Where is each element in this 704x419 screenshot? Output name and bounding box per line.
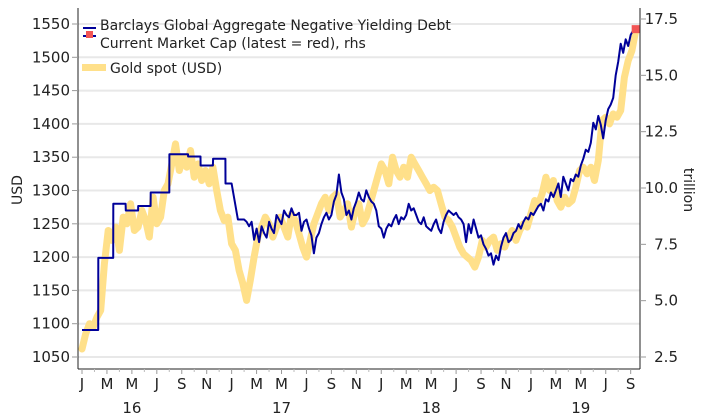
- x-year-label: 16: [122, 399, 141, 417]
- x-axis: J M M J S N J M M J S N J M M J S N J M M J S16 17 18 19: [79, 369, 636, 417]
- y-left-tick-label: 1450: [32, 82, 70, 100]
- y-axis-left: 1050 1100 1150 1200 1250 1300 1350 1400 1450 1500…: [32, 15, 78, 366]
- y-right-tick-label: 17.5: [645, 10, 678, 28]
- debt-line: [82, 29, 635, 331]
- x-tick-label: M: [425, 375, 438, 393]
- x-tick-label: J: [528, 375, 533, 393]
- x-year-label: 19: [571, 399, 590, 417]
- x-tick-label: S: [327, 375, 337, 393]
- x-tick-label: N: [201, 375, 212, 393]
- y-axis-left-title: USD: [10, 175, 26, 205]
- x-tick-label: M: [275, 375, 288, 393]
- y-left-tick-label: 1500: [32, 48, 70, 66]
- y-left-tick-label: 1550: [32, 15, 70, 33]
- x-tick-label: J: [79, 375, 84, 393]
- y-left-tick-label: 1400: [32, 115, 70, 133]
- x-tick-label: J: [154, 375, 159, 393]
- x-tick-label: S: [177, 375, 187, 393]
- x-tick-label: M: [549, 375, 562, 393]
- y-left-tick-label: 1250: [32, 215, 70, 233]
- y-right-tick-label: 10.0: [645, 179, 678, 197]
- legend-gold-swatch: [82, 64, 106, 71]
- x-tick-label: S: [476, 375, 486, 393]
- legend-latest-marker: [86, 31, 93, 38]
- legend-debt-label-line1: Barclays Global Aggregate Negative Yield…: [100, 18, 451, 34]
- y-right-tick-label: 15.0: [645, 66, 678, 84]
- x-tick-label: J: [378, 375, 383, 393]
- y-right-tick-label: 12.5: [645, 123, 678, 141]
- legend-gold-label: Gold spot (USD): [110, 61, 222, 77]
- gold-series: [78, 27, 640, 353]
- x-tick-label: N: [500, 375, 511, 393]
- x-tick-label: J: [603, 375, 608, 393]
- gold-line: [78, 27, 640, 353]
- y-left-tick-label: 1100: [32, 315, 70, 333]
- y-right-tick-label: 5.0: [654, 292, 678, 310]
- x-tick-label: J: [228, 375, 233, 393]
- y-right-tick-label: 2.5: [654, 348, 678, 366]
- debt-series: [82, 25, 640, 331]
- legend-debt-label-line2: Current Market Cap (latest = red), rhs: [100, 36, 366, 52]
- latest-point-marker: [631, 25, 640, 34]
- x-tick-label: M: [400, 375, 413, 393]
- x-tick-label: M: [574, 375, 587, 393]
- y-left-tick-label: 1050: [32, 348, 70, 366]
- y-axis-right: 2.5 5.0 7.5 10.0 12.5 15.0 17.5: [640, 10, 678, 366]
- y-axis-right-title: trillion: [680, 168, 696, 212]
- x-year-label: 18: [422, 399, 441, 417]
- x-tick-label: J: [453, 375, 458, 393]
- y-left-tick-label: 1150: [32, 281, 70, 299]
- x-tick-label: M: [250, 375, 263, 393]
- x-tick-label: M: [100, 375, 113, 393]
- y-right-tick-label: 7.5: [654, 235, 678, 253]
- x-tick-label: N: [351, 375, 362, 393]
- x-year-label: 17: [272, 399, 291, 417]
- x-tick-label: J: [303, 375, 308, 393]
- y-left-tick-label: 1350: [32, 148, 70, 166]
- y-left-tick-label: 1300: [32, 182, 70, 200]
- legend: Barclays Global Aggregate Negative Yield…: [82, 18, 451, 77]
- x-tick-label: M: [125, 375, 138, 393]
- x-tick-label: S: [626, 375, 636, 393]
- y-left-tick-label: 1200: [32, 248, 70, 266]
